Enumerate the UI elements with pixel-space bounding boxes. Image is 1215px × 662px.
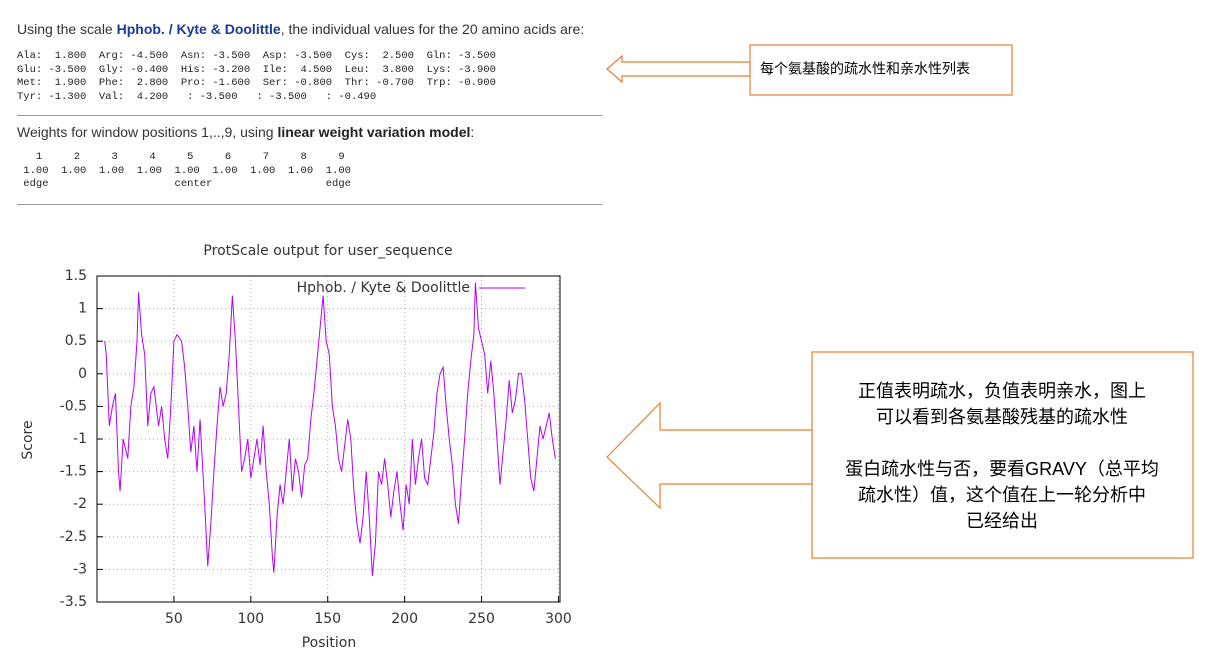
text: , the individual values for the 20 amino… [280, 21, 585, 37]
model-name: linear weight variation model [277, 124, 471, 140]
weights-row: 1 2 3 4 5 6 7 8 9 [17, 151, 345, 163]
weights-table: 1 2 3 4 5 6 7 8 9 1.00 1.00 1.00 1.00 1.… [17, 151, 351, 192]
y-tick-label: 1.5 [65, 268, 87, 284]
x-tick-label: 200 [391, 611, 418, 627]
y-tick-label: -2 [73, 496, 87, 512]
scale-link[interactable]: Hphob. / Kyte & Doolittle [116, 21, 281, 37]
weights-line: Weights for window positions 1,..,9, usi… [17, 124, 474, 140]
y-tick-label: 0 [78, 366, 87, 382]
x-tick-label: 250 [468, 611, 495, 627]
y-axis-label: Score [20, 420, 36, 459]
divider [17, 115, 602, 116]
x-axis-label: Position [302, 635, 357, 651]
x-tick-label: 50 [165, 611, 183, 627]
y-tick-label: 0.5 [65, 333, 87, 349]
annotation-top: 每个氨基酸的疏水性和亲水性列表 [606, 44, 1013, 96]
scale-line: Using the scale Hphob. / Kyte & Doolittl… [17, 21, 584, 37]
legend-label: Hphob. / Kyte & Doolittle [297, 280, 470, 296]
amino-row: Ala: 1.800 Arg: -4.500 Asn: -3.500 Asp: … [17, 50, 496, 62]
chart-title: ProtScale output for user_sequence [203, 243, 452, 259]
y-tick-label: -2.5 [60, 529, 87, 545]
note-box [749, 44, 1013, 96]
annotation-bottom: 正值表明疏水，负值表明亲水，图上 可以看到各氨基酸残基的疏水性 蛋白疏水性与否，… [606, 351, 1194, 559]
weights-row: 1.00 1.00 1.00 1.00 1.00 1.00 1.00 1.00 … [17, 164, 351, 177]
note-text: 蛋白疏水性与否，要看GRAVY（总平均 [845, 459, 1159, 479]
text: Using the scale [17, 21, 117, 37]
note-text: 疏水性）值，这个值在上一轮分析中 [858, 485, 1146, 505]
amino-row: Met: 1.900 Phe: 2.800 Pro: -1.600 Ser: -… [17, 77, 496, 89]
weights-row: edge center edge [17, 178, 351, 190]
x-tick-label: 150 [314, 611, 341, 627]
y-tick-label: -3 [73, 561, 87, 577]
note-text: 正值表明疏水，负值表明亲水，图上 [858, 381, 1146, 401]
plot: -3.5 -3 -2.5 -2 -1.5 -1 -0.5 0 0.5 1 1.5 50 100 150 20… [60, 268, 572, 627]
x-tick-label: 100 [237, 611, 264, 627]
divider [17, 204, 602, 205]
plot-frame [96, 275, 561, 603]
arrow [606, 401, 813, 510]
y-tick-label: -3.5 [60, 594, 87, 610]
amino-row: Tyr: -1.300 Val: 4.200 : -3.500 : -3.500… [17, 90, 377, 103]
note-text: 可以看到各氨基酸残基的疏水性 [876, 407, 1128, 427]
amino-row: Glu: -3.500 Gly: -0.400 His: -3.200 Ile:… [17, 63, 496, 76]
note-text: 已经给出 [966, 511, 1038, 531]
y-tick-label: -1 [73, 431, 87, 447]
amino-values: Ala: 1.800 Arg: -4.500 Asn: -3.500 Asp: … [17, 50, 496, 104]
data-line [104, 282, 556, 576]
text: Weights for window positions 1,..,9, usi… [17, 124, 278, 140]
y-tick-label: -1.5 [60, 464, 87, 480]
arrow [606, 54, 751, 84]
text: : [470, 124, 475, 140]
note-box [811, 351, 1194, 559]
y-tick-label: -0.5 [60, 398, 87, 414]
note-text: 每个氨基酸的疏水性和亲水性列表 [760, 61, 970, 77]
x-tick-label: 300 [545, 611, 572, 627]
y-tick-label: 1 [78, 301, 87, 317]
